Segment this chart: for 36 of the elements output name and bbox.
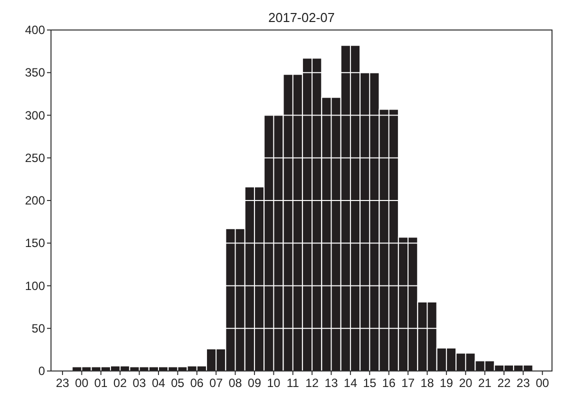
chart-title: 2017-02-07 — [268, 10, 335, 25]
x-tick-label: 01 — [94, 376, 108, 390]
x-tick-label: 07 — [209, 376, 224, 390]
x-tick-label: 16 — [382, 376, 396, 390]
x-tick-label: 19 — [440, 376, 454, 390]
x-tick-label: 00 — [75, 376, 89, 390]
x-tick-label: 22 — [497, 376, 512, 390]
x-tick-label: 08 — [228, 376, 242, 390]
x-tick-label: 18 — [420, 376, 434, 390]
x-tick-label: 14 — [344, 376, 358, 390]
x-tick-label: 21 — [478, 376, 492, 390]
x-tick-label: 03 — [132, 376, 146, 390]
y-tick-label: 300 — [24, 108, 46, 122]
y-tick-label: 0 — [38, 364, 46, 378]
x-tick-label: 23 — [516, 376, 530, 390]
y-tick-label: 400 — [24, 23, 46, 37]
y-tick-label: 350 — [24, 66, 46, 80]
x-tick-label: 13 — [324, 376, 338, 390]
x-tick-label: 20 — [458, 376, 473, 390]
y-tick-label: 150 — [24, 236, 46, 250]
x-tick-label: 10 — [266, 376, 281, 390]
y-tick-label: 200 — [24, 194, 46, 208]
x-tick-label: 09 — [248, 376, 262, 390]
x-tick-label: 23 — [56, 376, 70, 390]
x-tick-label: 00 — [536, 376, 550, 390]
x-tick-label: 11 — [286, 376, 300, 390]
x-tick-label: 17 — [401, 376, 416, 390]
y-tick-label: 50 — [32, 321, 46, 336]
x-tick-label: 05 — [171, 376, 185, 390]
x-tick-label: 15 — [362, 376, 377, 390]
x-tick-label: 02 — [113, 376, 128, 390]
y-tick-label: 100 — [24, 278, 46, 293]
x-tick-label: 04 — [152, 376, 166, 390]
x-tick-label: 06 — [190, 376, 204, 390]
y-tick-label: 250 — [24, 150, 46, 165]
x-tick-label: 12 — [305, 376, 320, 390]
